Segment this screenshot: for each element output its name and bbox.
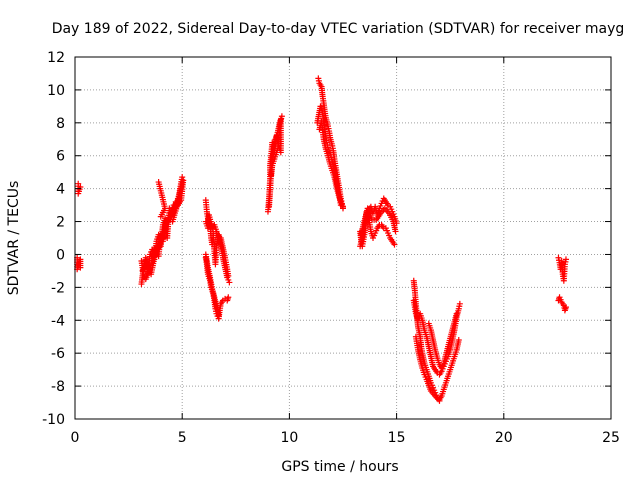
x-tick-label: 0 — [71, 430, 80, 446]
chart-title: Day 189 of 2022, Sidereal Day-to-day VTE… — [52, 21, 625, 37]
data-points — [74, 75, 569, 404]
data-point — [215, 312, 222, 319]
data-point — [391, 241, 398, 248]
x-tick-label: 10 — [280, 430, 298, 446]
data-point — [226, 279, 233, 286]
x-tick-label: 20 — [495, 430, 513, 446]
y-tick-label: 10 — [47, 83, 65, 99]
data-point — [179, 174, 186, 181]
axis-ticks: 0 5 10 15 20 25 -10 -8 -6 -4 -2 0 2 4 6 8 10 12 — [42, 50, 620, 446]
x-tick-label: 15 — [388, 430, 406, 446]
x-axis-label: GPS time / hours — [281, 459, 398, 475]
y-tick-label: 4 — [56, 182, 65, 198]
data-point — [340, 203, 346, 210]
y-axis-label: SDTVAR / TECUs — [6, 181, 22, 296]
y-tick-label: -10 — [42, 412, 65, 428]
data-point — [562, 304, 569, 311]
y-tick-label: -6 — [51, 346, 65, 362]
data-point — [77, 264, 84, 271]
data-point — [180, 177, 187, 184]
y-tick-label: 12 — [47, 50, 65, 66]
y-tick-label: -4 — [51, 313, 65, 329]
plot-frame — [74, 56, 612, 420]
data-point — [562, 256, 569, 263]
data-point — [453, 310, 460, 317]
y-tick-label: 0 — [56, 247, 65, 263]
y-tick-label: 8 — [56, 116, 65, 132]
data-point — [436, 397, 443, 404]
y-tick-label: 6 — [56, 149, 65, 165]
y-tick-label: -2 — [51, 280, 65, 296]
grid-lines — [75, 57, 611, 419]
x-tick-label: 25 — [602, 430, 620, 446]
y-tick-label: 2 — [56, 215, 65, 231]
data-point — [278, 113, 285, 120]
data-point — [456, 300, 463, 307]
x-tick-label: 5 — [178, 430, 187, 446]
data-point — [225, 294, 232, 301]
y-tick-label: -8 — [51, 379, 65, 395]
data-point — [392, 228, 399, 235]
data-point — [455, 337, 462, 344]
data-point — [225, 272, 232, 279]
data-point — [157, 213, 164, 220]
